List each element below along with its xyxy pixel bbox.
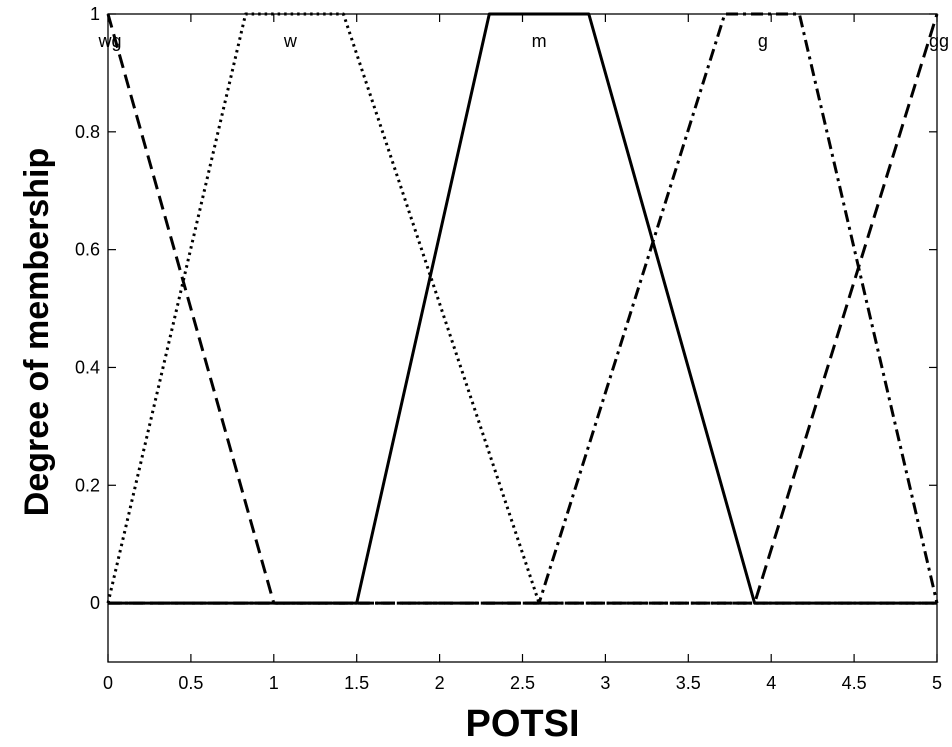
- x-tick-label: 3: [600, 673, 610, 693]
- x-tick-labels: 0 0.5 1 1.5 2 2.5 3 3.5 4 4.5 5: [103, 673, 942, 693]
- y-tick-label: 0: [90, 593, 100, 613]
- series-line-g: [108, 12, 939, 605]
- y-tick-label: 0.2: [75, 475, 100, 495]
- series-line-gg: [108, 13, 939, 605]
- series-line-wg: [106, 13, 937, 605]
- x-tick-label: 0.5: [178, 673, 203, 693]
- x-tick-label: 2.5: [510, 673, 535, 693]
- x-tick-label: 1.5: [344, 673, 369, 693]
- y-tick-label: 0.8: [75, 122, 100, 142]
- plot-area-frame: [107, 13, 938, 663]
- x-tick-label: 2: [435, 673, 445, 693]
- mf-label-gg: gg: [929, 31, 949, 51]
- series-line-w: [106, 12, 937, 605]
- x-tick-label: 4.5: [842, 673, 867, 693]
- y-tick-labels: 0 0.2 0.4 0.6 0.8 1: [75, 4, 100, 613]
- x-tick-label: 3.5: [676, 673, 701, 693]
- x-axis-title: POTSI: [465, 703, 579, 742]
- series-lines: [106, 12, 939, 605]
- tick-marks: [107, 13, 938, 662]
- mf-label-m: m: [532, 31, 547, 51]
- membership-function-labels: wg w m g gg: [97, 31, 949, 51]
- mf-label-g: g: [758, 31, 768, 51]
- mf-label-wg: wg: [97, 31, 121, 51]
- series-line-m: [108, 12, 937, 605]
- y-axis-title: Degree of membership: [18, 148, 56, 516]
- x-tick-label: 1: [269, 673, 279, 693]
- y-tick-label: 1: [90, 4, 100, 24]
- x-tick-label: 5: [932, 673, 942, 693]
- x-tick-label: 0: [103, 673, 113, 693]
- mf-label-w: w: [283, 31, 298, 51]
- y-tick-label: 0.4: [75, 357, 100, 377]
- x-tick-label: 4: [766, 673, 776, 693]
- y-tick-label: 0.6: [75, 240, 100, 260]
